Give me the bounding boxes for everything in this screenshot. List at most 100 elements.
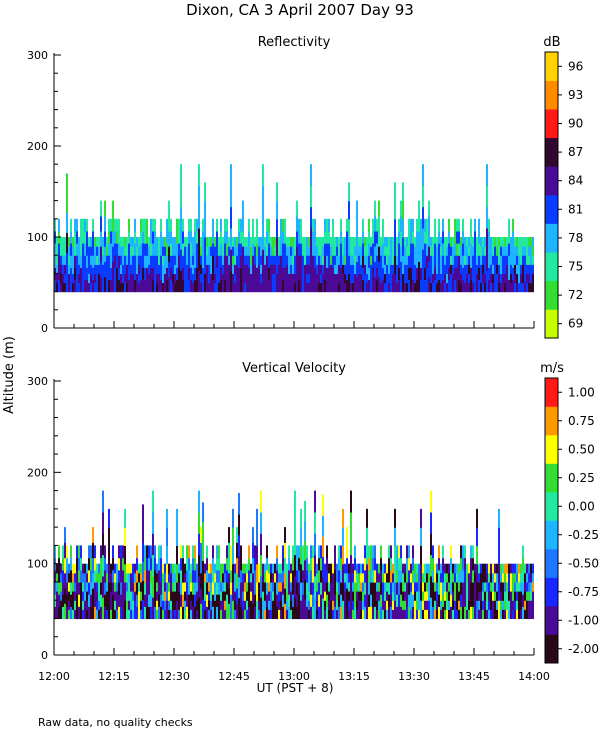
velocity-cell — [90, 545, 92, 559]
velocity-cell — [384, 609, 386, 619]
reflectivity-cell — [476, 264, 478, 274]
velocity-cell — [160, 557, 162, 571]
reflectivity-cell — [468, 255, 470, 265]
velocity-cell — [156, 609, 158, 619]
velocity-cell — [212, 581, 214, 595]
reflectivity-cell — [66, 173, 68, 194]
velocity-cell — [296, 569, 298, 583]
reflectivity-cell — [454, 279, 456, 293]
reflectivity-cell — [128, 255, 130, 268]
reflectivity-cell — [414, 246, 416, 256]
reflectivity-cell — [340, 255, 342, 268]
velocity-cell — [506, 609, 508, 619]
reflectivity-cell — [344, 282, 346, 293]
reflectivity-cell — [102, 255, 104, 265]
reflectivity-cell — [440, 246, 442, 256]
reflectivity-cell — [488, 218, 490, 232]
velocity-cell — [460, 581, 462, 595]
reflectivity-cell — [434, 255, 436, 268]
reflectivity-cell — [352, 264, 354, 274]
velocity-cell — [474, 609, 476, 619]
reflectivity-cell — [132, 273, 134, 284]
velocity-cell — [498, 508, 500, 528]
reflectivity-cell — [456, 218, 458, 232]
reflectivity-cell — [374, 276, 376, 293]
reflectivity-cell — [256, 230, 258, 244]
reflectivity-cell — [462, 218, 464, 232]
reflectivity-cell — [318, 264, 320, 274]
velocity-cell — [226, 606, 228, 620]
reflectivity-cell — [340, 230, 342, 244]
velocity-cell — [458, 609, 460, 619]
reflectivity-cell — [260, 264, 262, 274]
reflectivity-cell — [80, 230, 82, 244]
velocity-cell — [92, 603, 94, 619]
velocity-cell — [440, 581, 442, 592]
reflectivity-cell — [108, 243, 110, 256]
reflectivity-cell — [334, 264, 336, 274]
reflectivity-cell — [458, 255, 460, 268]
velocity-cell — [258, 609, 260, 619]
velocity-cell — [222, 609, 224, 619]
velocity-cell — [396, 581, 398, 595]
velocity-cell — [200, 527, 202, 543]
velocity-cell — [256, 508, 258, 528]
velocity-cell — [218, 545, 220, 559]
reflectivity-cell — [356, 230, 358, 247]
velocity-cell — [394, 600, 396, 620]
velocity-cell — [112, 606, 114, 620]
velocity-cell — [90, 594, 92, 607]
reflectivity-cell — [326, 230, 328, 244]
velocity-cell — [308, 600, 310, 610]
velocity-cell — [334, 545, 336, 559]
velocity-cell — [444, 609, 446, 619]
velocity-cell — [512, 572, 514, 583]
reflectivity-cell — [64, 264, 66, 274]
velocity-cell — [210, 600, 212, 610]
reflectivity-cell — [230, 270, 232, 293]
reflectivity-cell — [364, 237, 366, 247]
reflectivity-cell — [404, 255, 406, 265]
velocity-cell — [336, 581, 338, 592]
reflectivity-cell — [254, 246, 256, 256]
velocity-cell — [182, 594, 184, 607]
reflectivity-cell — [516, 282, 518, 293]
reflectivity-cell — [252, 218, 254, 232]
velocity-cell — [156, 600, 158, 610]
reflectivity-cell — [378, 261, 380, 278]
reflectivity-cell — [114, 279, 116, 293]
velocity-cell — [312, 557, 314, 571]
velocity-cell — [154, 545, 156, 559]
reflectivity-cell — [420, 218, 422, 232]
reflectivity-cell — [98, 246, 100, 256]
velocity-cell — [522, 569, 524, 583]
velocity-cell — [100, 569, 102, 583]
reflectivity-cell — [410, 255, 412, 268]
velocity-cell — [190, 563, 192, 574]
reflectivity-cell — [518, 282, 520, 293]
velocity-cell — [140, 609, 142, 619]
reflectivity-cell — [436, 273, 438, 284]
reflectivity-cell — [138, 264, 140, 274]
reflectivity-cell — [328, 255, 330, 268]
reflectivity-cell — [148, 264, 150, 274]
reflectivity-cell — [508, 255, 510, 268]
velocity-cell — [334, 557, 336, 571]
velocity-cell — [300, 527, 302, 546]
colorbar-label: 87 — [568, 145, 583, 159]
velocity-cell — [250, 581, 252, 592]
reflectivity-cell — [252, 243, 254, 256]
velocity-cell — [340, 606, 342, 620]
reflectivity-cell — [112, 215, 114, 232]
reflectivity-cell — [326, 255, 328, 268]
velocity-cell — [238, 513, 240, 536]
velocity-cell — [176, 581, 178, 601]
reflectivity-cell — [282, 267, 284, 280]
velocity-cell — [348, 591, 350, 601]
reflectivity-cell — [188, 267, 190, 280]
velocity-cell — [354, 545, 356, 559]
colorbar-label: -0.50 — [568, 556, 599, 570]
reflectivity-cell — [442, 279, 444, 293]
reflectivity-cell — [418, 261, 420, 278]
velocity-cell — [462, 545, 464, 559]
